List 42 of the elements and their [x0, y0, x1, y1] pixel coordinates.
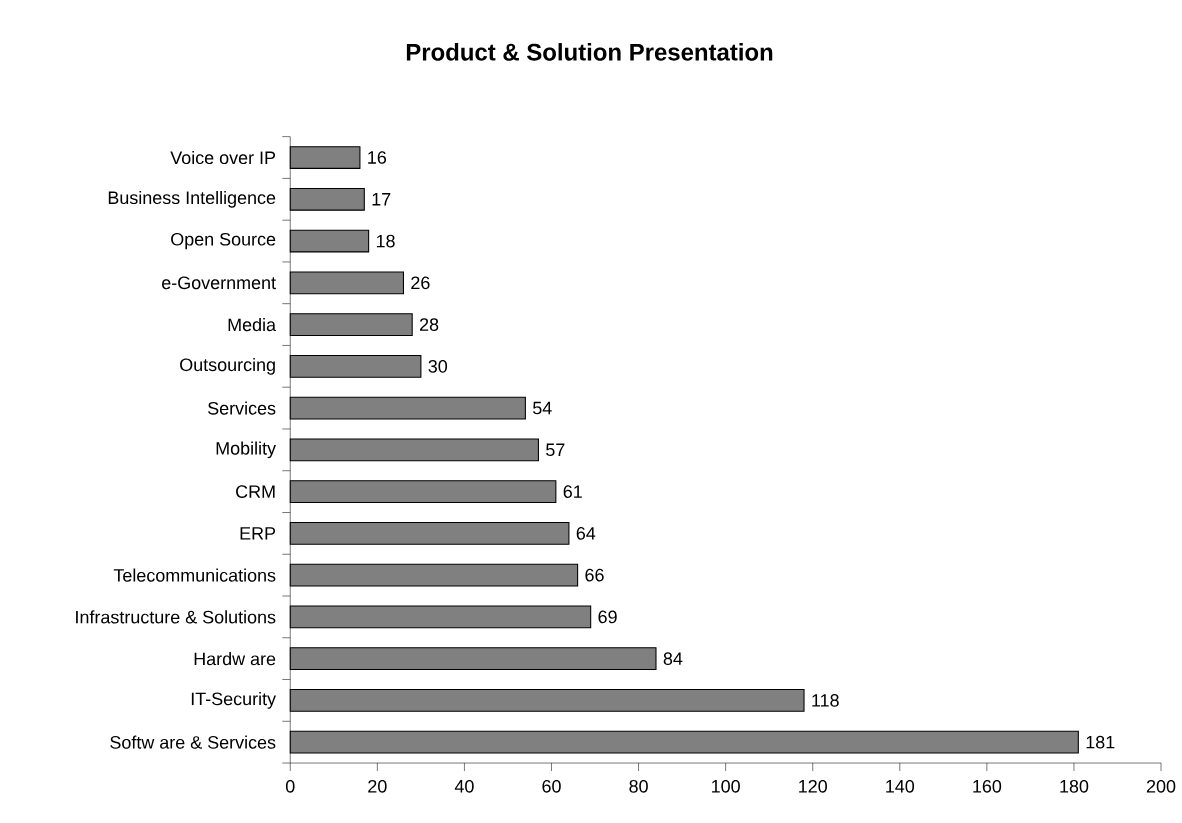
y-tick-label: Hardw are [194, 652, 276, 666]
y-tick-label: Infrastructure & Solutions [76, 610, 276, 624]
x-tick-label: 20 [368, 779, 387, 793]
y-tick-label: CRM [236, 485, 275, 498]
x-tick-label: 60 [542, 779, 561, 793]
y-tick-label: Outsourcing [180, 358, 275, 375]
x-tick-label: 40 [454, 779, 474, 793]
y-tick-label: Telecommunications [113, 568, 276, 582]
data-label: 118 [812, 694, 839, 707]
data-label: 181 [1086, 735, 1115, 749]
data-label: 17 [372, 193, 391, 206]
chart-title: Product & Solution Presentation [406, 43, 773, 61]
x-tick-label: 200 [1146, 779, 1176, 793]
x-tick-label: 80 [629, 779, 648, 793]
data-label: 61 [563, 485, 582, 498]
x-tick-label: 100 [712, 779, 740, 793]
data-label: 16 [368, 151, 387, 164]
y-tick-label: Softw are & Services [110, 735, 276, 749]
data-label: 57 [546, 443, 565, 457]
data-label: 66 [585, 568, 604, 582]
y-tick-label: Services [208, 401, 276, 415]
data-label: 54 [533, 401, 552, 415]
data-label: 69 [598, 610, 617, 624]
y-tick-label: Open Source [171, 232, 276, 250]
data-label: 26 [411, 276, 430, 290]
y-tick-label: Media [228, 318, 277, 332]
y-tick-label: e-Government [162, 276, 276, 290]
y-tick-label: Business Intelligence [108, 190, 276, 208]
data-label: 64 [576, 527, 596, 540]
x-tick-label: 180 [1060, 779, 1089, 793]
y-tick-label: Voice over IP [170, 150, 276, 165]
y-tick-label: IT-Security [191, 692, 277, 709]
data-label: 84 [663, 652, 683, 666]
x-tick-label: 120 [799, 779, 827, 793]
y-tick-label: ERP [240, 527, 276, 540]
x-tick-label: 0 [285, 779, 295, 793]
y-tick-label: Mobility [216, 441, 276, 459]
x-tick-label: 160 [973, 779, 1002, 793]
data-label: 18 [376, 234, 395, 248]
data-label: 28 [419, 318, 439, 331]
data-label: 30 [428, 360, 448, 373]
x-tick-label: 140 [886, 779, 915, 793]
